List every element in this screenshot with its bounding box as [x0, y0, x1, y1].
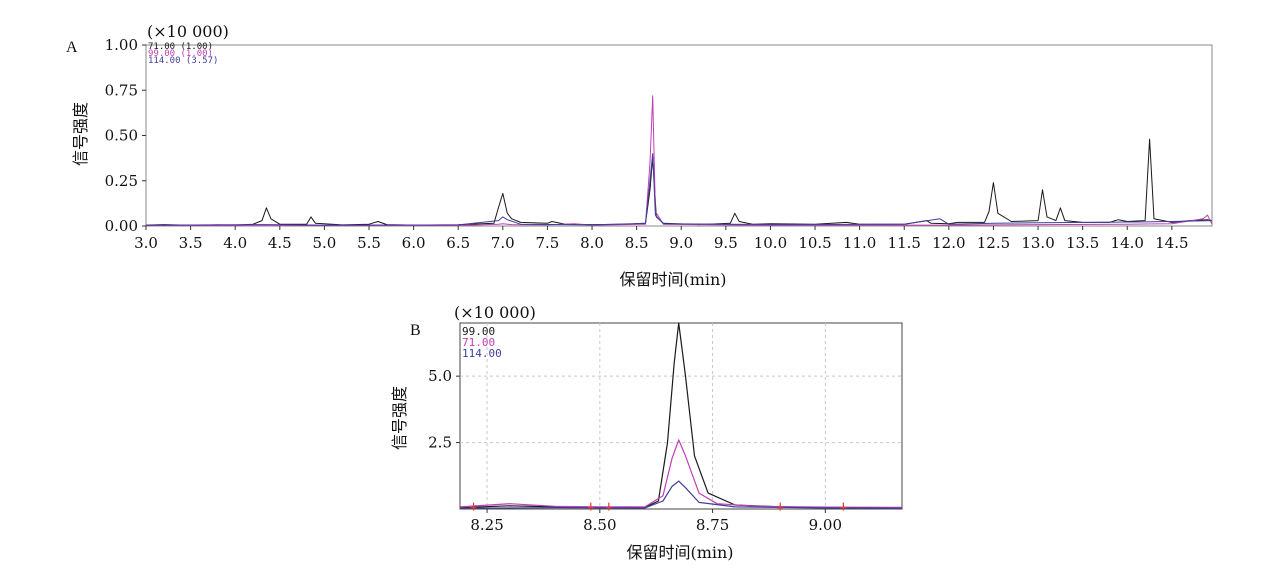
x-tick-label: 14.5: [1155, 234, 1188, 252]
x-tick-label: 14.0: [1111, 234, 1144, 252]
x-tick-label: 13.5: [1066, 234, 1099, 252]
peak-marker: [470, 502, 477, 511]
x-tick-label: 8.0: [580, 234, 604, 252]
panel-a-plot-area: 3.0 3.5 4.0 4.5 5.0 5.5 6.0 6.5 7.0 7.5 8.0 8.5 9.0 9…: [105, 36, 1213, 252]
x-tick-label: 8.50: [583, 516, 616, 534]
legend-entry: 114.00: [462, 347, 502, 360]
panel-b: (×10 000) B 信号强度 保留时间(min) 8.25 8.50 8.75 9…: [390, 303, 903, 562]
x-tick-label: 4.0: [223, 234, 247, 252]
series-line-114-00: [145, 153, 1213, 226]
legend-entry: 99.00 (1.00): [148, 49, 213, 59]
y-tick-label: 5.0: [428, 367, 452, 385]
peak-marker: [840, 502, 847, 511]
x-tick-label: 6.5: [446, 234, 470, 252]
x-tick-label: 8.25: [470, 516, 503, 534]
plot-frame: [459, 322, 903, 510]
x-tick-label: 4.5: [268, 234, 292, 252]
y-tick-label: 0.50: [105, 127, 138, 145]
x-tick-label: 5.5: [357, 234, 381, 252]
series-line-71-00: [145, 138, 1213, 226]
panel-a: (×10 000) A 信号强度 保留时间(min) 3.0 3.5 4.0 4.5 5…: [66, 22, 1213, 289]
peak-marker: [587, 502, 594, 511]
x-tick-label: 8.75: [696, 516, 729, 534]
panel-b-multiplier: (×10 000): [454, 303, 536, 322]
panel-a-xlabel: 保留时间(min): [619, 270, 726, 289]
x-tick-label: 11.5: [888, 234, 921, 252]
series-line-71-00: [459, 439, 903, 508]
peak-marker: [605, 502, 612, 511]
x-tick-label: 5.0: [312, 234, 336, 252]
x-tick-label: 6.0: [402, 234, 426, 252]
panel-a-multiplier: (×10 000): [147, 22, 229, 41]
y-tick-label: 0.00: [105, 217, 138, 235]
peak-marker: [777, 502, 784, 511]
legend-entry: 71.00: [462, 336, 495, 349]
x-tick-label: 10.5: [798, 234, 831, 252]
x-tick-label: 8.5: [625, 234, 649, 252]
y-tick-label: 2.5: [428, 434, 452, 452]
legend-entry: 71.00 (1.00): [148, 42, 213, 52]
panel-b-xlabel: 保留时间(min): [626, 543, 733, 562]
legend-entry: 99.00: [462, 325, 495, 338]
x-tick-label: 11.0: [843, 234, 876, 252]
plot-frame: [145, 44, 1213, 227]
x-tick-label: 3.0: [134, 234, 158, 252]
legend-entry: 114.00 (3.57): [148, 56, 218, 66]
series-line-99-00: [459, 322, 903, 509]
x-tick-label: 7.5: [535, 234, 559, 252]
x-tick-label: 9.00: [809, 516, 842, 534]
series-line-99-00: [145, 95, 1213, 227]
series-line-114-00: [459, 480, 903, 509]
x-tick-label: 9.0: [669, 234, 693, 252]
x-tick-label: 12.5: [977, 234, 1010, 252]
x-tick-label: 13.0: [1021, 234, 1054, 252]
x-tick-label: 12.0: [932, 234, 965, 252]
y-tick-label: 0.75: [105, 81, 138, 99]
x-tick-label: 3.5: [179, 234, 203, 252]
x-tick-label: 9.5: [714, 234, 738, 252]
x-tick-label: 7.0: [491, 234, 515, 252]
panel-b-ylabel: 信号强度: [390, 386, 409, 450]
panel-a-label: A: [66, 39, 78, 56]
x-tick-label: 10.0: [754, 234, 787, 252]
y-tick-label: 0.25: [105, 172, 138, 190]
panel-b-label: B: [410, 322, 421, 339]
panel-a-ylabel: 信号强度: [71, 102, 90, 166]
y-tick-label: 1.00: [105, 36, 138, 54]
